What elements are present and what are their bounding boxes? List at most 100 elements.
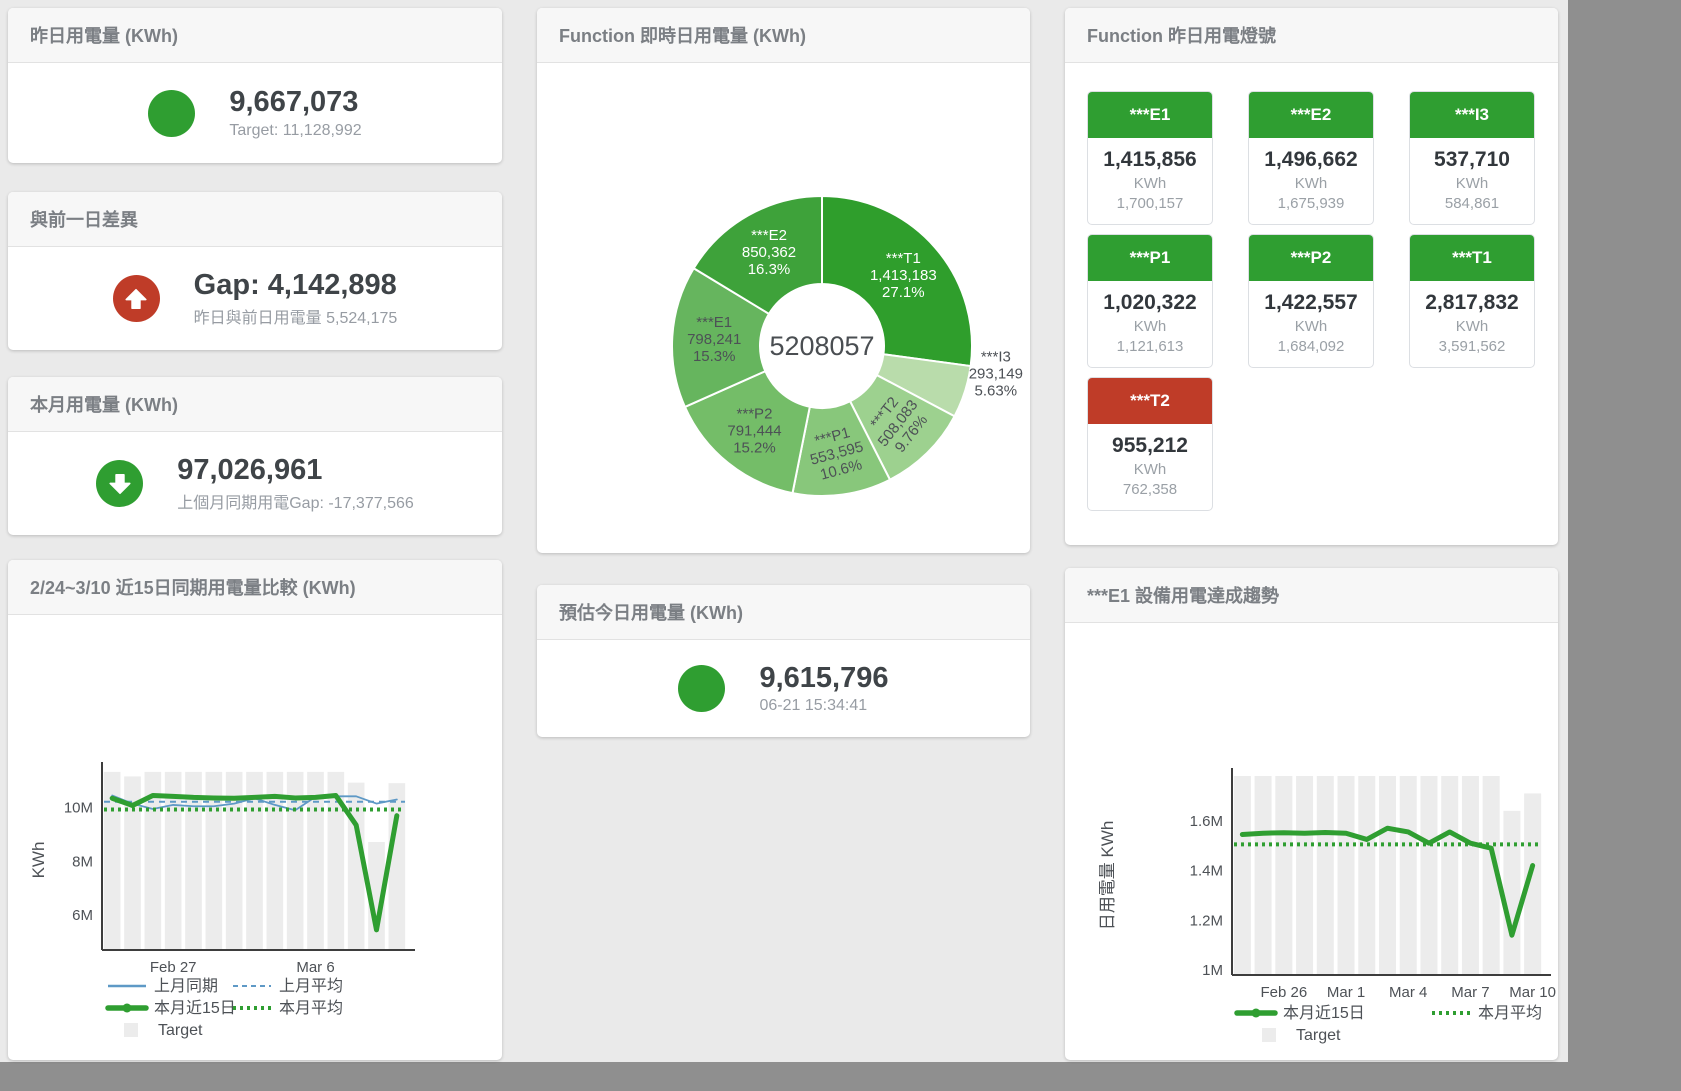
device-tile-target: 3,591,562 [1438,338,1506,355]
status-circle-icon [148,89,196,137]
target-bar [1337,776,1355,975]
device-tile-value: 1,415,856 [1103,148,1197,171]
target-bar [124,776,141,950]
device-tile-target: 1,121,613 [1116,338,1184,355]
target-bar [266,771,284,950]
device-tile-unit: KWh [1294,318,1328,335]
y-tick-label: 6M [72,907,93,924]
target-bar [368,842,385,950]
month-usage-gap: 上個月同期用電Gap: -17,377,566 [177,495,414,513]
yesterday-usage-target: Target: 11,128,992 [229,121,362,139]
x-tick-label: Feb 26 [1260,984,1307,1001]
e1-trend-chart[interactable]: 1M 1.2M 1.4M 1.6M 日用電量 KWh Feb 26 Mar 1 Mar 4 Ma… [1065,623,1558,1060]
legend-label: 本月平均 [279,999,343,1017]
estimate-today-value: 9,615,796 [759,661,889,694]
target-bar [1482,776,1500,975]
device-tile-target: 584,861 [1444,195,1500,212]
donut-segment-label: ***E2 850,362 16.3% [742,227,796,278]
device-tile-unit: KWh [1133,175,1167,192]
series-line [1239,825,1536,938]
y-tick-label: 1M [1202,962,1223,979]
day-gap-subtitle: 昨日與前日用電量 5,524,175 [193,310,398,328]
device-tile-T1: ***T1 2,817,832 KWh 3,591,562 [1409,234,1535,368]
dashboard: 昨日用電量 (KWh) 9,667,073 Target: 11,128,992… [0,0,1568,1062]
device-tile-P2: ***P2 1,422,557 KWh 1,684,092 [1248,234,1374,368]
y-tick-label: 8M [72,853,93,870]
target-bar [1378,776,1397,975]
target-bar [185,771,202,950]
card-title: 與前一日差異 [8,192,502,247]
legend-label: 本月近15日 [1283,1004,1365,1022]
device-tile-label: ***P2 [1249,235,1373,281]
estimate-today-timestamp: 06-21 15:34:41 [759,697,868,715]
target-bar [1461,776,1479,975]
legend-label: 上月同期 [154,977,218,995]
device-tile-value: 2,817,832 [1425,291,1519,314]
target-bar [327,771,345,950]
device-tile-label: ***E1 [1088,92,1212,138]
card-day-gap: 與前一日差異 Gap: 4,142,898 昨日與前日用電量 5,524,175 [8,192,502,350]
status-circle-icon [678,665,726,712]
device-tile-unit: KWh [1455,175,1489,192]
target-bar [1503,810,1521,975]
day-gap-value: Gap: 4,142,898 [193,268,397,301]
donut-segment-label: ***P2 791,444 15.2% [727,405,781,456]
card-title: Function 即時日用電量 (KWh) [537,8,1030,63]
target-bar [1358,776,1376,975]
device-tile-unit: KWh [1455,318,1489,335]
target-bar [1254,776,1272,975]
card-e1-trend: ***E1 設備用電達成趨勢 1M 1.2M 1.4M 1.6M 日用電量 KWh Feb… [1065,568,1558,1060]
device-tile-E1: ***E1 1,415,856 KWh 1,700,157 [1087,91,1213,225]
donut-segment-E1[interactable] [671,266,771,409]
device-tile-label: ***T2 [1088,378,1212,424]
donut-center-total: 5208057 [769,331,874,361]
device-tile-unit: KWh [1133,318,1167,335]
device-tile-value: 1,496,662 [1264,148,1358,171]
target-bar [1441,776,1459,975]
realtime-donut-chart[interactable]: ***T1 1,413,183 27.1% ***I3 293,149 5.63% ***T… [537,63,1030,553]
month-usage-value: 97,026,961 [177,453,323,486]
device-tile-target: 762,358 [1122,481,1178,498]
target-bar [246,771,263,950]
stat-row: 97,026,961 上個月同期用電Gap: -17,377,566 [8,432,502,535]
stat-row: Gap: 4,142,898 昨日與前日用電量 5,524,175 [8,247,502,350]
y-tick-label: 1.4M [1190,863,1223,880]
legend-label: Target [1296,1027,1341,1044]
donut-segment-P2[interactable] [683,369,811,495]
legend-marker-square [124,1023,138,1037]
card-month-usage: 本月用電量 (KWh) 97,026,961 上個月同期用電Gap: -17,3… [8,377,502,535]
target-bar [388,783,406,950]
device-tile-value: 537,710 [1434,148,1510,171]
target-bar [347,782,365,950]
device-tile-value: 1,422,557 [1264,291,1358,314]
card-title: 預估今日用電量 (KWh) [537,585,1030,640]
device-tile-unit: KWh [1133,461,1167,478]
x-tick-label: Mar 10 [1509,984,1556,1001]
donut-segment-label: ***I3 293,149 5.63% [969,349,1023,400]
card-title: Function 昨日用電燈號 [1065,8,1558,63]
target-bar [1399,776,1417,975]
device-tile-label: ***I3 [1410,92,1534,138]
target-bar [225,771,243,950]
card-title: ***E1 設備用電達成趨勢 [1065,568,1558,623]
device-tiles-grid: ***E1 1,415,856 KWh 1,700,157 ***E2 1,496,662… [1065,63,1558,511]
legend-label: 上月平均 [279,977,343,995]
y-axis-title: KWh [29,842,48,879]
yesterday-usage-value: 9,667,073 [229,86,359,119]
donut-segment-E2[interactable] [692,194,823,316]
target-bar [144,771,162,950]
card-estimate-today: 預估今日用電量 (KWh) 9,615,796 06-21 15:34:41 [537,585,1030,737]
target-bar [1524,793,1542,975]
target-bar [164,771,182,950]
x-tick-label: Mar 7 [1451,984,1489,1001]
donut-segment-T1[interactable] [821,194,973,368]
device-tile-unit: KWh [1294,175,1328,192]
target-bar [307,771,324,950]
device-tile-target: 1,700,157 [1116,195,1184,212]
donut-segment-label: ***E1 798,241 15.3% [687,314,741,365]
target-bar [1316,776,1334,975]
legend-label: 本月近15日 [154,999,236,1017]
device-tile-target: 1,675,939 [1277,195,1345,212]
target-bar [1296,776,1314,975]
